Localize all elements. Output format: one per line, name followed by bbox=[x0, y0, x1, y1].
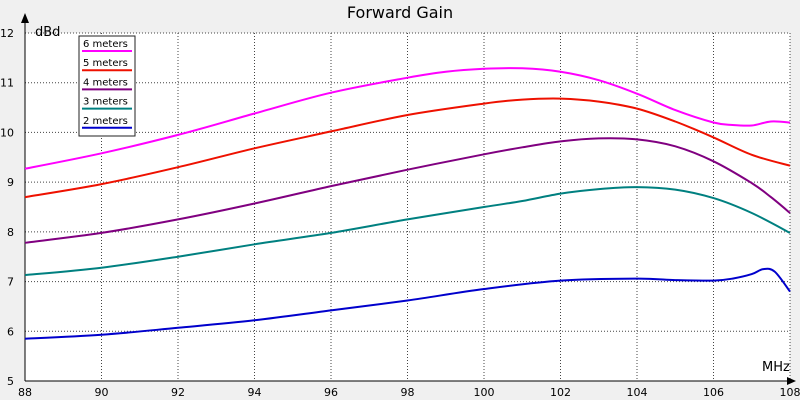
series-line-5-meters bbox=[24, 97, 791, 199]
legend-box bbox=[78, 35, 136, 137]
chart-title: Forward Gain bbox=[347, 3, 453, 22]
y-tick-label: 6 bbox=[7, 325, 14, 338]
x-axis-label: MHz bbox=[762, 360, 790, 375]
legend-label: 2 meters bbox=[83, 116, 128, 127]
y-tick-label: 12 bbox=[0, 27, 14, 40]
y-tick-label: 8 bbox=[7, 226, 14, 239]
series-line-2-meters bbox=[24, 267, 791, 340]
legend-label: 3 meters bbox=[83, 97, 128, 108]
legend-label: 4 meters bbox=[83, 77, 128, 88]
y-tick-label: 5 bbox=[7, 375, 14, 388]
x-axis-arrow bbox=[787, 377, 796, 385]
x-tick-label: 92 bbox=[171, 386, 185, 399]
y-tick-label: 9 bbox=[7, 176, 14, 189]
x-tick-label: 104 bbox=[627, 386, 648, 399]
x-tick-label: 98 bbox=[401, 386, 415, 399]
x-tick-label: 90 bbox=[95, 386, 109, 399]
legend-label: 5 meters bbox=[83, 58, 128, 69]
axes bbox=[21, 13, 796, 385]
tick-labels: 88 90 92 94 96 98 100 102 104 106 108 5 6 7 8 9 10 11 12 bbox=[0, 27, 800, 399]
series-line-4-meters bbox=[24, 137, 791, 244]
y-tick-label: 11 bbox=[0, 77, 14, 90]
legend: 6 meters 5 meters 4 meters 3 meters 2 meters bbox=[78, 35, 136, 137]
series-lines bbox=[24, 67, 791, 340]
x-tick-label: 100 bbox=[474, 386, 495, 399]
y-tick-label: 10 bbox=[0, 126, 14, 139]
x-tick-label: 108 bbox=[780, 386, 800, 399]
x-tick-label: 88 bbox=[18, 386, 32, 399]
y-axis-label: dBd bbox=[35, 25, 60, 40]
legend-label: 6 meters bbox=[83, 39, 128, 50]
x-tick-label: 94 bbox=[248, 386, 262, 399]
y-tick-label: 7 bbox=[7, 276, 14, 289]
x-tick-label: 102 bbox=[550, 386, 571, 399]
y-axis-arrow bbox=[21, 13, 29, 23]
series-line-6-meters bbox=[24, 67, 791, 170]
series-line-3-meters bbox=[24, 186, 791, 277]
x-tick-label: 96 bbox=[324, 386, 338, 399]
x-tick-label: 106 bbox=[703, 386, 724, 399]
